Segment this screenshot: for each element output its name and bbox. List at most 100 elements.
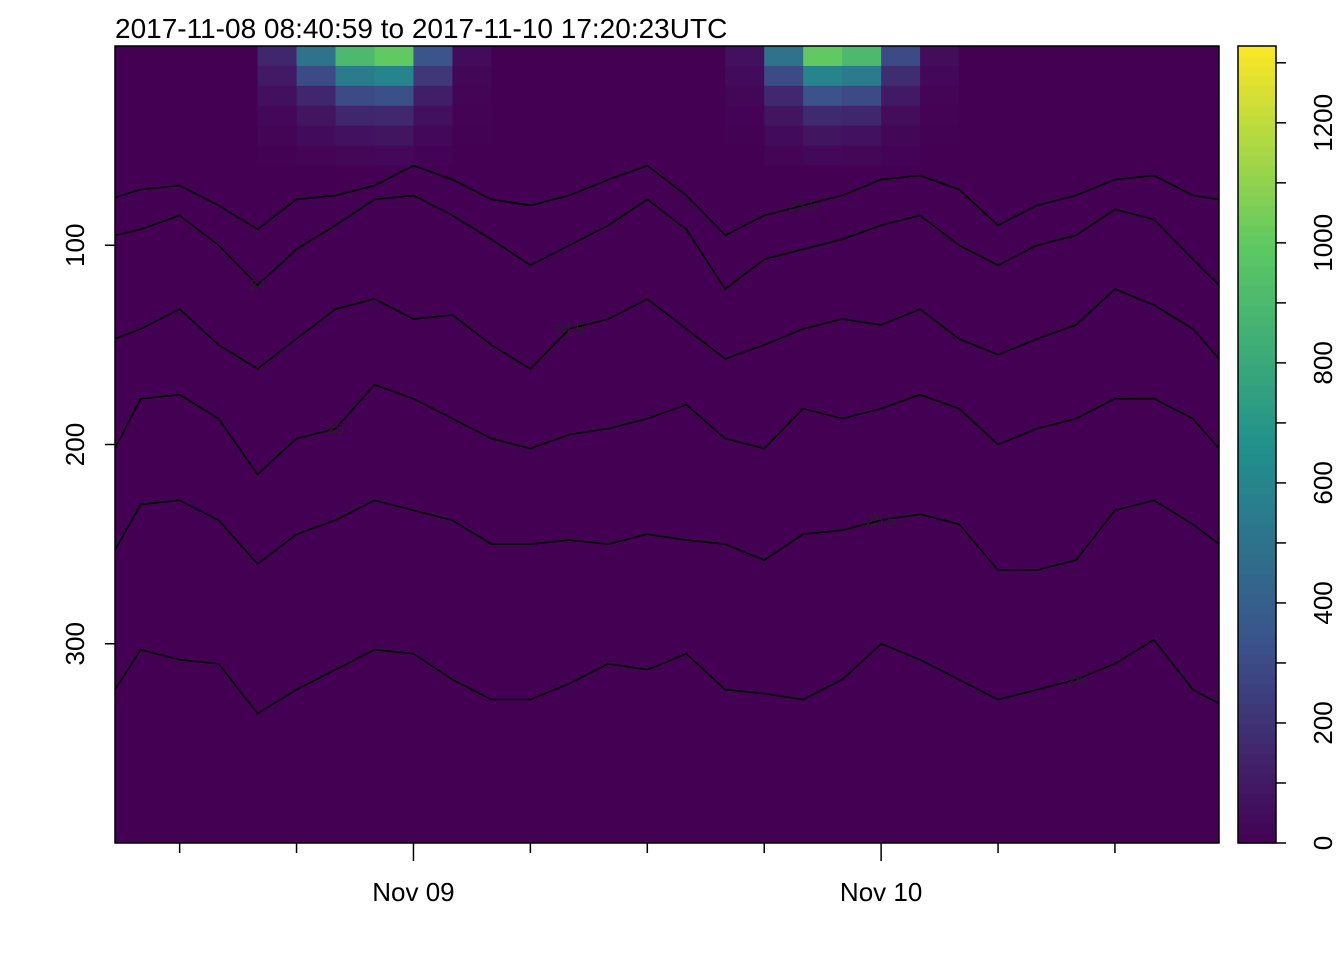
heat-cell [257, 65, 298, 87]
colorbar-tick-label: 800 [1308, 341, 1338, 384]
colorbar-strip [1238, 115, 1276, 127]
heat-cell [998, 125, 1038, 147]
heat-cell [881, 46, 921, 67]
colorbar-strip [1238, 514, 1276, 525]
colorbar-strip [1238, 803, 1276, 814]
heat-cell [296, 125, 337, 147]
heat-cell [647, 65, 687, 87]
heat-cell [413, 125, 453, 147]
heat-cell [764, 165, 804, 844]
heat-cell [608, 125, 648, 147]
colorbar-strip [1238, 46, 1276, 57]
heat-cell [452, 165, 492, 844]
colorbar-strip [1238, 295, 1276, 306]
heat-cell [1075, 165, 1116, 844]
contour-line [114, 164, 1220, 237]
heat-cell [881, 85, 921, 107]
colorbar-strip [1238, 593, 1276, 605]
heat-cell [998, 105, 1038, 127]
heat-cell [374, 65, 414, 87]
heat-cell [647, 105, 687, 127]
heat-cell [803, 145, 843, 167]
contour-label: 24.5 [555, 321, 584, 338]
contour-line [114, 638, 1220, 715]
heat-cell [842, 46, 882, 67]
colorbar-strip [1238, 394, 1276, 406]
colorbar-strip [1238, 723, 1276, 735]
heat-cell [374, 46, 414, 67]
heat-cell [842, 145, 882, 167]
heat-cell [881, 105, 921, 127]
colorbar-tick-label: 600 [1308, 461, 1338, 504]
colorbar-strip [1238, 733, 1276, 744]
heat-cell [1153, 46, 1194, 67]
heat-cell [1037, 145, 1077, 167]
colorbar-tick-label: 1200 [1308, 94, 1338, 152]
heat-cell [491, 65, 531, 87]
colorbar-strip [1238, 195, 1276, 206]
heat-cell [530, 65, 570, 87]
heat-cell [686, 65, 726, 87]
heat-cell [920, 85, 960, 107]
heat-cell [335, 105, 375, 127]
heat-cell [725, 125, 765, 147]
heat-cell [413, 85, 453, 107]
heat-cell [491, 46, 531, 67]
colorbar-strip [1238, 305, 1276, 316]
colorbar-strip [1238, 135, 1276, 147]
heat-cell [140, 105, 181, 127]
colorbar-strip [1238, 574, 1276, 585]
heat-cell [140, 85, 181, 107]
colorbar-strip [1238, 783, 1276, 794]
heat-cell [218, 85, 259, 107]
heat-cell [218, 105, 259, 127]
heat-cell [296, 105, 337, 127]
colorbar-strip [1238, 235, 1276, 246]
contour-line [114, 288, 1220, 370]
x-tick-label: Nov 09 [372, 877, 454, 907]
heat-cell [725, 165, 765, 844]
heat-cell [335, 125, 375, 147]
colorbar-strip [1238, 285, 1276, 296]
contour-label: 25.5 [867, 512, 896, 529]
heat-cell [1192, 65, 1220, 87]
colorbar-strip [1238, 564, 1276, 575]
heat-cell [1114, 65, 1155, 87]
colorbar-strip [1238, 823, 1276, 834]
contour-line [114, 194, 1220, 291]
colorbar-strip [1238, 474, 1276, 485]
heat-cell [803, 165, 843, 844]
colorbar-strip [1238, 384, 1276, 396]
heat-cell [998, 165, 1038, 844]
colorbar-strip [1238, 165, 1276, 177]
heat-cell [335, 165, 375, 844]
heat-cell [218, 46, 259, 67]
heat-cell [115, 125, 142, 147]
heat-cell [530, 145, 570, 167]
heat-cell [842, 65, 882, 87]
colorbar-strip [1238, 424, 1276, 436]
colorbar-strip [1238, 225, 1276, 236]
heat-cell [998, 85, 1038, 107]
heat-cell [257, 145, 298, 167]
heat-cell [179, 65, 220, 87]
heat-cell [842, 105, 882, 127]
heat-cell [115, 105, 142, 127]
heat-cell [179, 85, 220, 107]
colorbar-strip [1238, 145, 1276, 157]
heat-cell [257, 105, 298, 127]
heat-cell [374, 145, 414, 167]
heat-cell [1192, 105, 1220, 127]
heat-cell [115, 85, 142, 107]
heat-cell [1075, 105, 1116, 127]
heat-cell [1153, 145, 1194, 167]
heat-cell [686, 145, 726, 167]
colorbar-strip [1238, 484, 1276, 495]
heat-cell [569, 85, 609, 107]
colorbar-strip [1238, 713, 1276, 725]
heat-cell [1153, 85, 1194, 107]
heat-cell [452, 85, 492, 107]
colorbar-strip [1238, 255, 1276, 266]
